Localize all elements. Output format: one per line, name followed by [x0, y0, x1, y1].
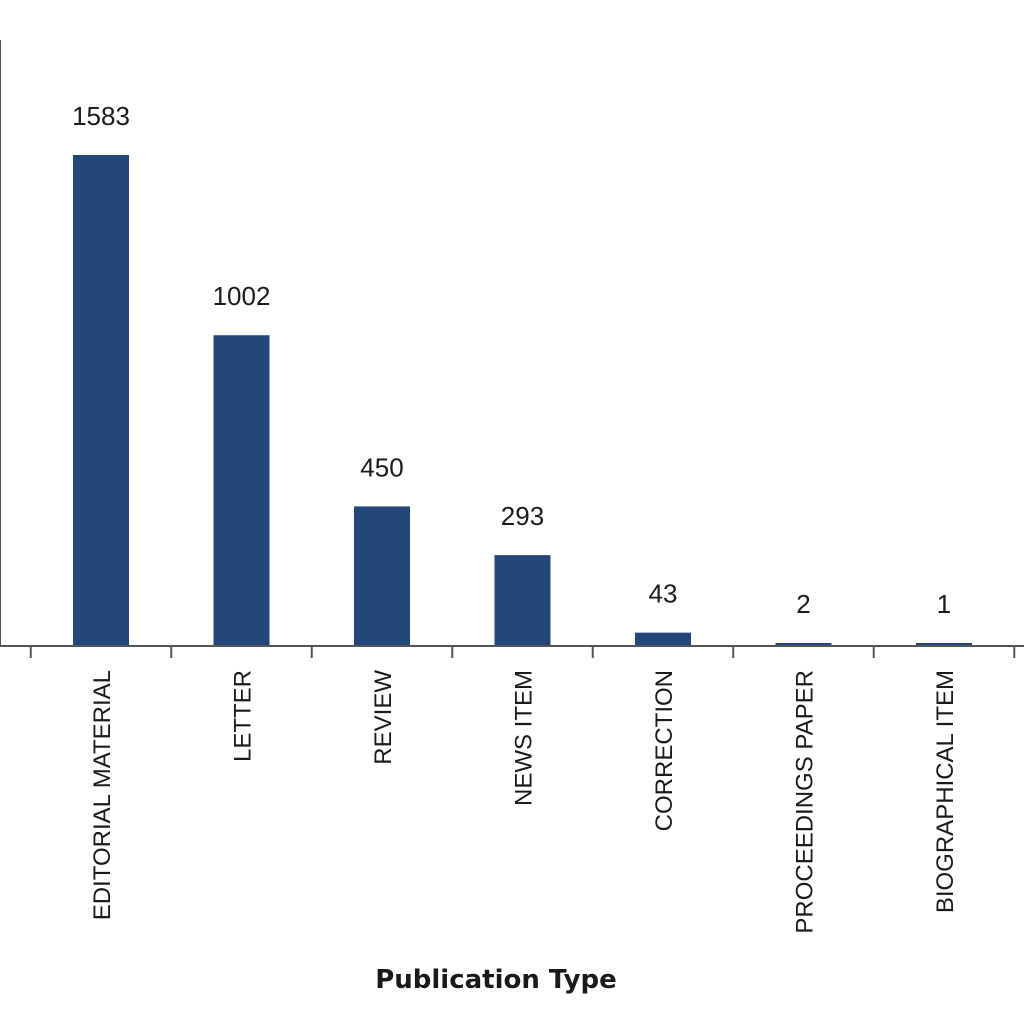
bar-value-label: 293	[501, 501, 544, 531]
x-tick-label: PROCEEDINGS PAPER	[792, 670, 819, 934]
x-axis-tick-labels: EDITORIAL MATERIAL LETTER REVIEW NEWS ITEM C…	[89, 670, 959, 934]
x-tick-label: LETTER	[230, 670, 257, 762]
bar	[775, 643, 832, 646]
x-tick-label: BIOGRAPHICAL ITEM	[932, 670, 959, 913]
x-tick-label: REVIEW	[370, 670, 397, 765]
bar-value-label: 450	[360, 452, 403, 482]
x-tick-label: NEWS ITEM	[511, 670, 538, 806]
x-tick-label: EDITORIAL MATERIAL	[89, 670, 116, 920]
bar	[354, 506, 410, 646]
value-labels: 1583 1002 450 293 43 2 1	[72, 101, 951, 619]
x-axis-title: Publication Type	[375, 965, 617, 995]
bar-value-label: 43	[649, 579, 678, 609]
bar-value-label: 2	[796, 589, 810, 619]
bar	[73, 155, 129, 646]
bar-value-label: 1583	[72, 101, 130, 131]
x-axis-ticks	[29, 646, 1016, 658]
bar	[494, 555, 551, 646]
bars	[73, 155, 972, 646]
bar	[213, 335, 270, 646]
bar-value-label: 1002	[213, 281, 271, 311]
bar	[916, 643, 972, 646]
x-tick-label: CORRECTION	[651, 670, 678, 831]
bar	[635, 632, 691, 646]
bar-value-label: 1	[937, 589, 951, 619]
